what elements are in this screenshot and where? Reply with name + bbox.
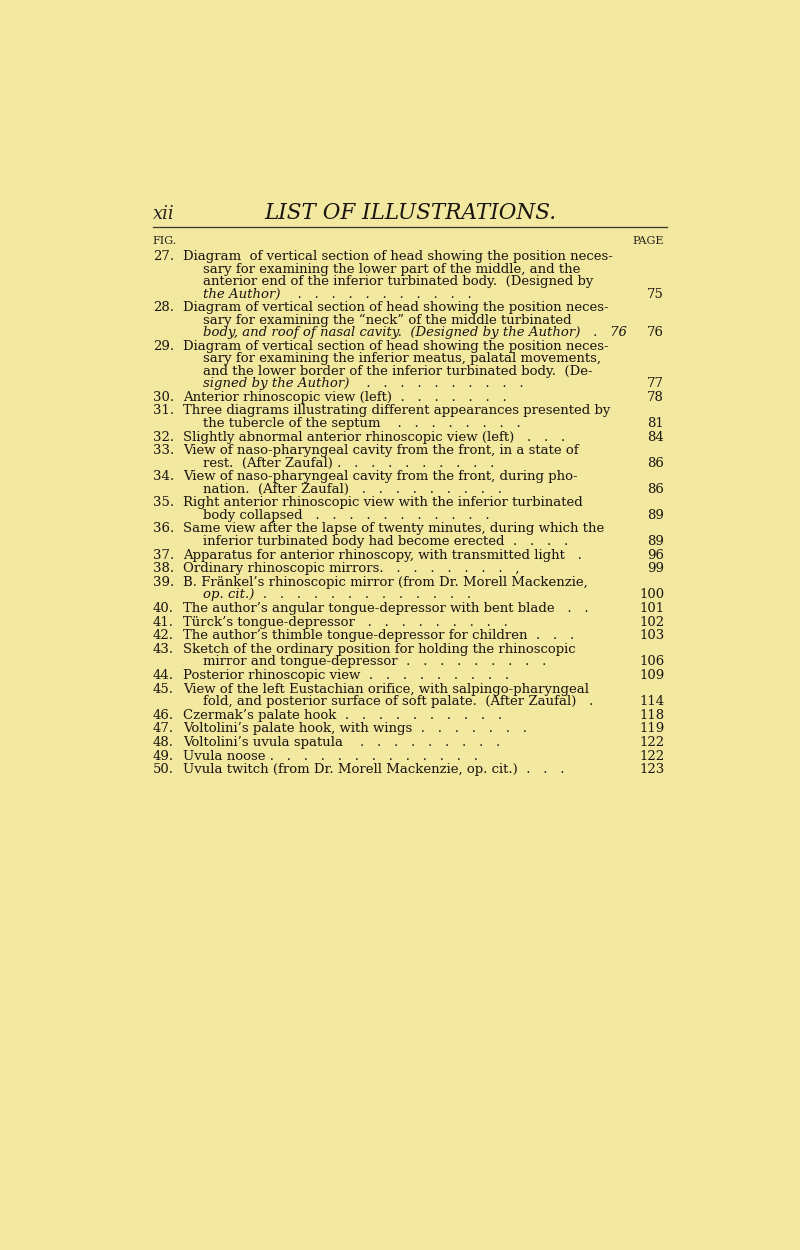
Text: 31.: 31. — [153, 405, 174, 418]
Text: 27.: 27. — [153, 250, 174, 262]
Text: B. Fränkel’s rhinoscopic mirror (from Dr. Morell Mackenzie,: B. Fränkel’s rhinoscopic mirror (from Dr… — [183, 576, 588, 589]
Text: Slightly abnormal anterior rhinoscopic view (left)   .   .   .: Slightly abnormal anterior rhinoscopic v… — [183, 430, 565, 444]
Text: Anterior rhinoscopic view (left)  .   .   .   .   .   .   .: Anterior rhinoscopic view (left) . . . .… — [183, 391, 506, 404]
Text: nation.  (After Zaufal)   .   .   .   .   .   .   .   .   .: nation. (After Zaufal) . . . . . . . . . — [203, 482, 502, 496]
Text: PAGE: PAGE — [633, 236, 664, 246]
Text: 86: 86 — [647, 456, 664, 470]
Text: 32.: 32. — [153, 430, 174, 444]
Text: mirror and tongue-depressor  .   .   .   .   .   .   .   .   .: mirror and tongue-depressor . . . . . . … — [203, 655, 546, 669]
Text: 101: 101 — [639, 602, 664, 615]
Text: 102: 102 — [639, 615, 664, 629]
Text: sary for examining the “neck” of the middle turbinated: sary for examining the “neck” of the mid… — [203, 314, 572, 326]
Text: View of naso-pharyngeal cavity from the front, during pho-: View of naso-pharyngeal cavity from the … — [183, 470, 578, 484]
Text: fold, and posterior surface of soft palate.  (After Zaufal)   .: fold, and posterior surface of soft pala… — [203, 695, 594, 708]
Text: LIST OF ILLUSTRATIONS.: LIST OF ILLUSTRATIONS. — [264, 202, 556, 224]
Text: Uvula noose .   .   .   .   .   .   .   .   .   .   .   .   .: Uvula noose . . . . . . . . . . . . . — [183, 750, 478, 762]
Text: Voltolini’s uvula spatula    .   .   .   .   .   .   .   .   .: Voltolini’s uvula spatula . . . . . . . … — [183, 736, 500, 749]
Text: inferior turbinated body had become erected  .   .   .   .: inferior turbinated body had become erec… — [203, 535, 568, 548]
Text: 35.: 35. — [153, 496, 174, 509]
Text: 44.: 44. — [153, 669, 174, 682]
Text: 40.: 40. — [153, 602, 174, 615]
Text: 89: 89 — [647, 509, 664, 521]
Text: Ordinary rhinoscopic mirrors.   .   .   .   .   .   .   .   ,: Ordinary rhinoscopic mirrors. . . . . . … — [183, 562, 519, 575]
Text: 28.: 28. — [153, 301, 174, 314]
Text: body, and roof of nasal cavity.  (Designed by the Author)   .   76: body, and roof of nasal cavity. (Designe… — [203, 326, 627, 339]
Text: 122: 122 — [639, 736, 664, 749]
Text: the Author)    .   .   .   .   .   .   .   .   .   .   .: the Author) . . . . . . . . . . . — [203, 288, 472, 300]
Text: 118: 118 — [639, 709, 664, 721]
Text: FIG.: FIG. — [153, 236, 177, 246]
Text: 46.: 46. — [153, 709, 174, 721]
Text: 99: 99 — [647, 562, 664, 575]
Text: op. cit.)  .   .   .   .   .   .   .   .   .   .   .   .   .: op. cit.) . . . . . . . . . . . . . — [203, 589, 471, 601]
Text: signed by the Author)    .   .   .   .   .   .   .   .   .   .: signed by the Author) . . . . . . . . . … — [203, 378, 524, 390]
Text: 50.: 50. — [153, 764, 174, 776]
Text: 78: 78 — [647, 391, 664, 404]
Text: Apparatus for anterior rhinoscopy, with transmitted light   .: Apparatus for anterior rhinoscopy, with … — [183, 549, 582, 561]
Text: sary for examining the lower part of the middle, and the: sary for examining the lower part of the… — [203, 262, 581, 275]
Text: 43.: 43. — [153, 642, 174, 656]
Text: 106: 106 — [639, 655, 664, 669]
Text: Diagram of vertical section of head showing the position neces-: Diagram of vertical section of head show… — [183, 340, 609, 352]
Text: 84: 84 — [647, 430, 664, 444]
Text: Türck’s tongue‐depressor   .   .   .   .   .   .   .   .   .: Türck’s tongue‐depressor . . . . . . . .… — [183, 615, 508, 629]
Text: 75: 75 — [647, 288, 664, 300]
Text: 33.: 33. — [153, 444, 174, 458]
Text: The author’s thimble tongue‐depressor for children  .   .   .: The author’s thimble tongue‐depressor fo… — [183, 629, 574, 642]
Text: 49.: 49. — [153, 750, 174, 762]
Text: Voltolini’s palate hook, with wings  .   .   .   .   .   .   .: Voltolini’s palate hook, with wings . . … — [183, 722, 527, 735]
Text: 39.: 39. — [153, 576, 174, 589]
Text: 30.: 30. — [153, 391, 174, 404]
Text: 81: 81 — [647, 418, 664, 430]
Text: 119: 119 — [639, 722, 664, 735]
Text: 37.: 37. — [153, 549, 174, 561]
Text: Posterior rhinoscopic view  .   .   .   .   .   .   .   .   .: Posterior rhinoscopic view . . . . . . .… — [183, 669, 509, 682]
Text: 45.: 45. — [153, 682, 174, 695]
Text: View of naso-pharyngeal cavity from the front, in a state of: View of naso-pharyngeal cavity from the … — [183, 444, 578, 458]
Text: Right anterior rhinoscopic view with the inferior turbinated: Right anterior rhinoscopic view with the… — [183, 496, 582, 509]
Text: 122: 122 — [639, 750, 664, 762]
Text: body collapsed   .   .   .   .   .   .   .   .   .   .   .: body collapsed . . . . . . . . . . . — [203, 509, 490, 521]
Text: 36.: 36. — [153, 522, 174, 535]
Text: View of the left Eustachian orifice, with salpingo-pharyngeal: View of the left Eustachian orifice, wit… — [183, 682, 589, 695]
Text: 77: 77 — [647, 378, 664, 390]
Text: 47.: 47. — [153, 722, 174, 735]
Text: and the lower border of the inferior turbinated body.  (De-: and the lower border of the inferior tur… — [203, 365, 593, 378]
Text: Three diagrams illustrating different appearances presented by: Three diagrams illustrating different ap… — [183, 405, 610, 418]
Text: Diagram of vertical section of head showing the position neces-: Diagram of vertical section of head show… — [183, 301, 609, 314]
Text: sary for examining the inferior meatus, palatal movements,: sary for examining the inferior meatus, … — [203, 352, 601, 365]
Text: 38.: 38. — [153, 562, 174, 575]
Text: rest.  (After Zaufal) .   .   .   .   .   .   .   .   .   .: rest. (After Zaufal) . . . . . . . . . . — [203, 456, 494, 470]
Text: 96: 96 — [647, 549, 664, 561]
Text: 34.: 34. — [153, 470, 174, 484]
Text: 29.: 29. — [153, 340, 174, 352]
Text: the tubercle of the septum    .   .   .   .   .   .   .   .: the tubercle of the septum . . . . . . .… — [203, 418, 521, 430]
Text: Same view after the lapse of twenty minutes, during which the: Same view after the lapse of twenty minu… — [183, 522, 604, 535]
Text: The author’s angular tongue-depressor with bent blade   .   .: The author’s angular tongue-depressor wi… — [183, 602, 589, 615]
Text: 100: 100 — [639, 589, 664, 601]
Text: 114: 114 — [639, 695, 664, 708]
Text: 41.: 41. — [153, 615, 174, 629]
Text: Uvula twitch (from Dr. Morell Mackenzie, op. cit.)  .   .   .: Uvula twitch (from Dr. Morell Mackenzie,… — [183, 764, 565, 776]
Text: 48.: 48. — [153, 736, 174, 749]
Text: 89: 89 — [647, 535, 664, 548]
Text: 42.: 42. — [153, 629, 174, 642]
Text: Diagram  of vertical section of head showing the position neces-: Diagram of vertical section of head show… — [183, 250, 613, 262]
Text: 86: 86 — [647, 482, 664, 496]
Text: anterior end of the inferior turbinated body.  (Designed by: anterior end of the inferior turbinated … — [203, 275, 594, 288]
Text: 109: 109 — [639, 669, 664, 682]
Text: xii: xii — [153, 205, 174, 224]
Text: Czermak’s palate hook  .   .   .   .   .   .   .   .   .   .: Czermak’s palate hook . . . . . . . . . … — [183, 709, 502, 721]
Text: Sketch of the ordinary position for holding the rhinoscopic: Sketch of the ordinary position for hold… — [183, 642, 575, 656]
Text: 103: 103 — [639, 629, 664, 642]
Text: 123: 123 — [639, 764, 664, 776]
Text: 76: 76 — [647, 326, 664, 339]
